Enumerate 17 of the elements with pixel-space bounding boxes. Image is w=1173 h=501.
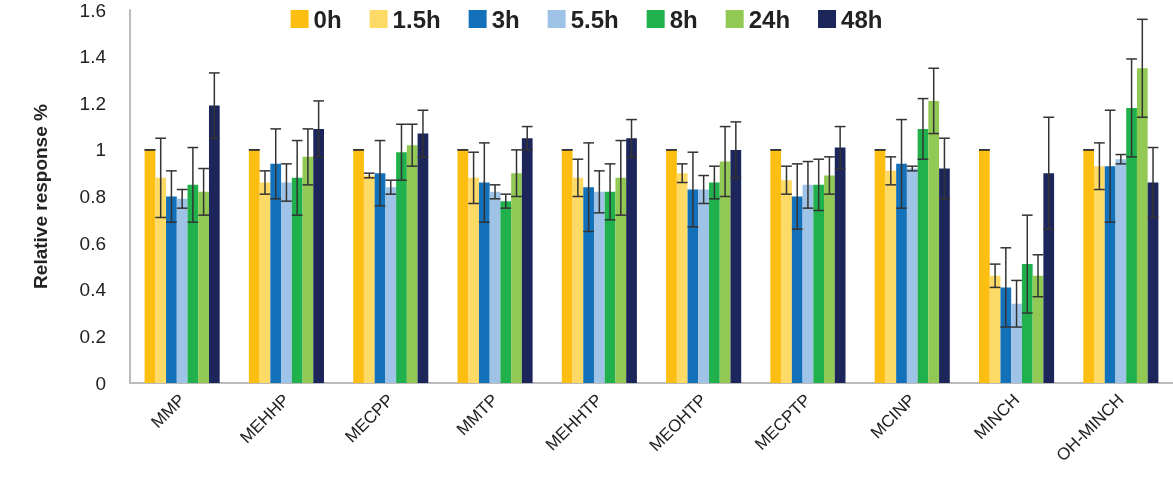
y-tick-label: 0.4	[79, 279, 107, 301]
y-axis-title: Relative response %	[30, 104, 51, 289]
y-tick-label: 0.2	[79, 325, 106, 347]
y-tick-label: 1	[95, 139, 106, 161]
y-tick-label: 1.4	[79, 46, 107, 68]
legend-label: 48h	[841, 5, 883, 33]
y-tick-label: 1.6	[79, 0, 106, 21]
legend-label: 0h	[313, 5, 342, 33]
legend-label: 5.5h	[570, 5, 619, 33]
y-tick-label: 0	[95, 372, 106, 394]
y-tick-label: 0.8	[79, 186, 106, 207]
legend-label: 1.5h	[392, 5, 441, 33]
y-tick-label: 0.6	[79, 232, 106, 254]
y-tick-label: 1.2	[79, 92, 106, 114]
legend-label: 3h	[491, 5, 520, 33]
legend-label: 8h	[669, 5, 698, 33]
legend-label: 24h	[748, 5, 791, 33]
